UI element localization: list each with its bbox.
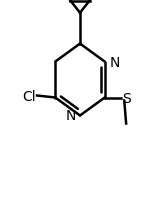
Text: Cl: Cl: [22, 89, 36, 103]
Text: S: S: [122, 91, 131, 105]
Text: N: N: [109, 55, 120, 69]
Text: N: N: [65, 109, 76, 123]
